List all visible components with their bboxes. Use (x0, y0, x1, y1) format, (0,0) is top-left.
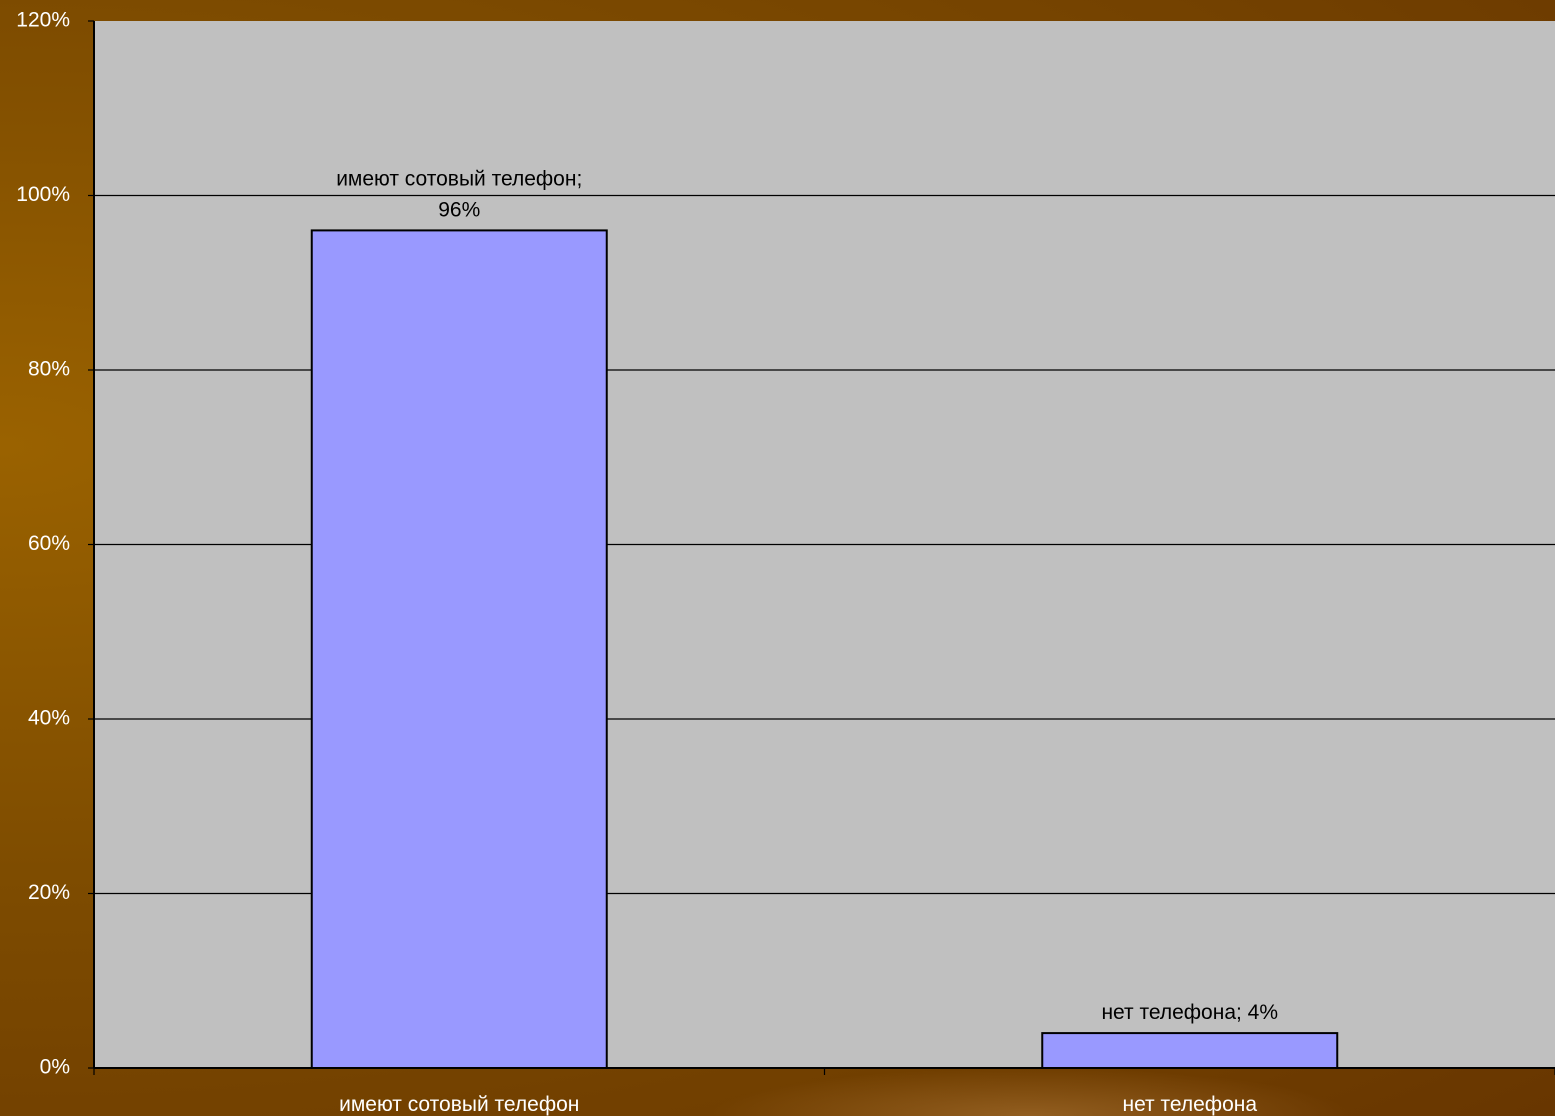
y-tick-label: 120% (16, 9, 70, 32)
x-category-label: нет телефона (1122, 1093, 1257, 1116)
data-label: имеют сотовый телефон; (336, 167, 582, 190)
bar (310, 229, 608, 1069)
bar-series (310, 229, 1339, 1069)
y-axis-tick-labels: 0% 20% 40% 60% 80% 100% 120% (16, 9, 70, 1079)
axes (93, 21, 1555, 1075)
bar (1041, 1032, 1339, 1069)
y-tick-label: 40% (28, 707, 70, 730)
x-axis-category-labels: имеют сотовый телефон нет телефона (339, 1093, 1257, 1116)
y-tick-label: 100% (16, 183, 70, 206)
data-label: 96% (438, 198, 480, 221)
y-tick-label: 0% (40, 1056, 70, 1079)
y-tick-label: 60% (28, 532, 70, 555)
y-tick-label: 80% (28, 358, 70, 381)
data-labels: имеют сотовый телефон; 96% нет телефона; 4… (336, 167, 1278, 1024)
data-label: нет телефона; 4% (1101, 1001, 1278, 1024)
background-decoration (710, 1068, 1350, 1116)
y-tick-label: 20% (28, 881, 70, 904)
x-category-label: имеют сотовый телефон (339, 1093, 579, 1116)
